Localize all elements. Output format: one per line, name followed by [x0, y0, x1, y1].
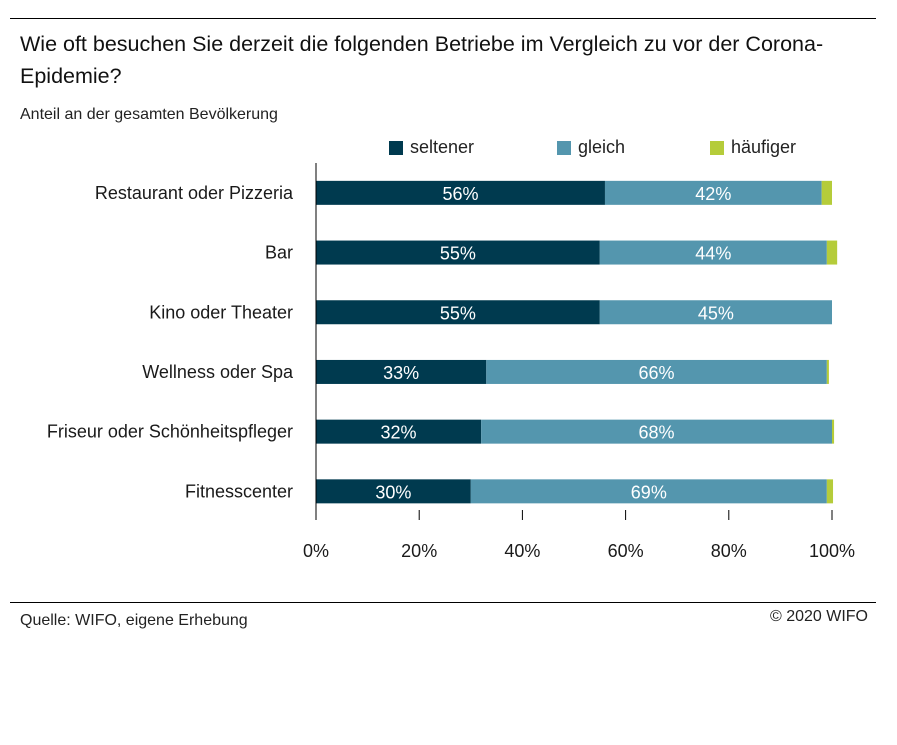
data-label: 30%: [375, 482, 411, 502]
bar-segment-2: [826, 479, 834, 504]
x-tick-label: 100%: [809, 541, 855, 561]
x-tick-label: 0%: [303, 541, 329, 561]
stacked-bar-chart: Restaurant oder Pizzeria 56% 42% Bar 55% 44% K…: [47, 163, 855, 561]
legend-label-seltener: seltener: [410, 137, 475, 157]
bar-segment-1: [486, 359, 827, 384]
bar-segment-1: [470, 479, 827, 504]
bar-segment-0: [316, 359, 487, 384]
data-label: 32%: [381, 423, 417, 443]
bar-segment-0: [316, 240, 600, 265]
bar-segment-2: [821, 180, 832, 205]
data-label: 55%: [440, 244, 476, 264]
bar-segment-1: [599, 240, 827, 265]
legend-item-gleich: gleich: [557, 137, 625, 158]
data-label: 69%: [631, 482, 667, 502]
x-tick-label: 20%: [401, 541, 437, 561]
data-label: 44%: [695, 244, 731, 264]
data-label: 56%: [442, 184, 478, 204]
bar-segment-1: [481, 419, 832, 444]
legend-item-haeufiger: häufiger: [710, 137, 796, 158]
legend-swatch-haeufiger: [710, 140, 724, 155]
bar-segment-0: [316, 180, 605, 205]
data-label: 68%: [639, 423, 675, 443]
x-tick-label: 40%: [504, 541, 540, 561]
category-label: Fitnesscenter: [185, 481, 293, 501]
category-label: Restaurant oder Pizzeria: [95, 183, 294, 203]
data-label: 33%: [383, 363, 419, 383]
copyright-note: © 2020 WIFO: [769, 608, 868, 625]
chart-subtitle: Anteil an der gesamten Bevölkerung: [20, 106, 278, 123]
legend-label-haeufiger: häufiger: [731, 137, 797, 157]
top-rule: [10, 18, 876, 19]
data-label: 55%: [440, 303, 476, 323]
data-label: 66%: [639, 363, 675, 383]
legend-item-seltener: seltener: [389, 137, 474, 158]
category-label: Wellness oder Spa: [142, 362, 294, 382]
bar-segment-2: [832, 419, 835, 444]
source-note: Quelle: WIFO, eigene Erhebung: [20, 612, 248, 629]
x-tick-label: 60%: [608, 541, 644, 561]
chart-title: Wie oft besuchen Sie derzeit die folgend…: [20, 32, 824, 88]
bar-segment-2: [826, 240, 838, 265]
legend-label-gleich: gleich: [578, 137, 626, 157]
category-label: Bar: [265, 243, 293, 263]
legend-swatch-gleich: [557, 140, 571, 155]
bar-segment-0: [316, 300, 600, 325]
bar-segment-1: [604, 180, 822, 205]
bar-segment-1: [599, 300, 832, 325]
data-label: 45%: [698, 303, 734, 323]
category-label: Kino oder Theater: [149, 302, 293, 322]
bar-segment-0: [316, 419, 482, 444]
category-label: Friseur oder Schönheitspfleger: [47, 422, 293, 442]
bottom-rule: [10, 602, 876, 603]
bar-segment-0: [316, 479, 471, 504]
legend-swatch-seltener: [389, 140, 403, 155]
data-label: 42%: [695, 184, 731, 204]
bar-segment-2: [826, 359, 829, 384]
x-tick-label: 80%: [711, 541, 747, 561]
